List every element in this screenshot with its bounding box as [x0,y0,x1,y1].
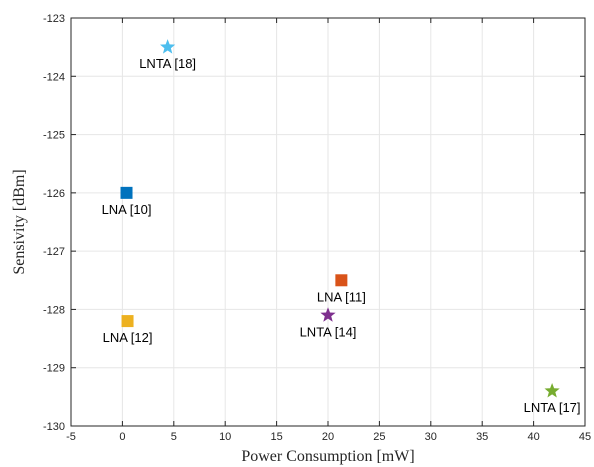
x-tick-label: 30 [425,431,437,443]
y-tick-label: -124 [43,71,65,83]
x-tick-label: 20 [322,431,334,443]
square-marker [335,274,348,287]
x-tick-label: -5 [66,431,76,443]
y-tick-label: -129 [43,363,65,375]
y-tick-label: -130 [43,421,65,433]
x-tick-label: 15 [270,431,282,443]
square-marker [120,186,133,199]
axis-ticks: -5 0 5 10 15 20 25 30 35 40 45 -123 -124 -125 -126 -127… [43,13,591,443]
x-tick-label: 0 [119,431,125,443]
y-tick-label: -123 [43,13,65,25]
square-marker [121,315,134,328]
data-point-label: LNA [12] [103,330,153,345]
y-tick-label: -125 [43,130,65,142]
x-axis-title: Power Consumption [mW] [241,448,414,465]
data-point-label: LNTA [14] [300,324,357,339]
data-point-label: LNTA [18] [139,56,196,71]
x-tick-label: 35 [476,431,488,443]
x-tick-label: 40 [527,431,539,443]
grid-lines [70,17,586,427]
y-tick-label: -127 [43,246,65,258]
y-axis-title: Sensivity [dBm] [11,169,28,274]
data-point-label: LNTA [17] [524,400,581,415]
y-tick-label: -128 [43,304,65,316]
data-point-label: LNA [10] [102,202,152,217]
data-points: LNTA [18] LNA [10] LNA [11] LNA [12] LNTA [1… [102,39,581,415]
x-tick-label: 45 [579,431,591,443]
data-point-label: LNA [11] [317,289,366,304]
y-tick-label: -126 [43,188,65,200]
star-marker [160,39,176,54]
star-marker [320,307,336,322]
x-tick-label: 25 [373,431,385,443]
x-tick-label: 10 [219,431,231,443]
x-tick-label: 5 [171,431,177,443]
star-marker [544,383,560,398]
